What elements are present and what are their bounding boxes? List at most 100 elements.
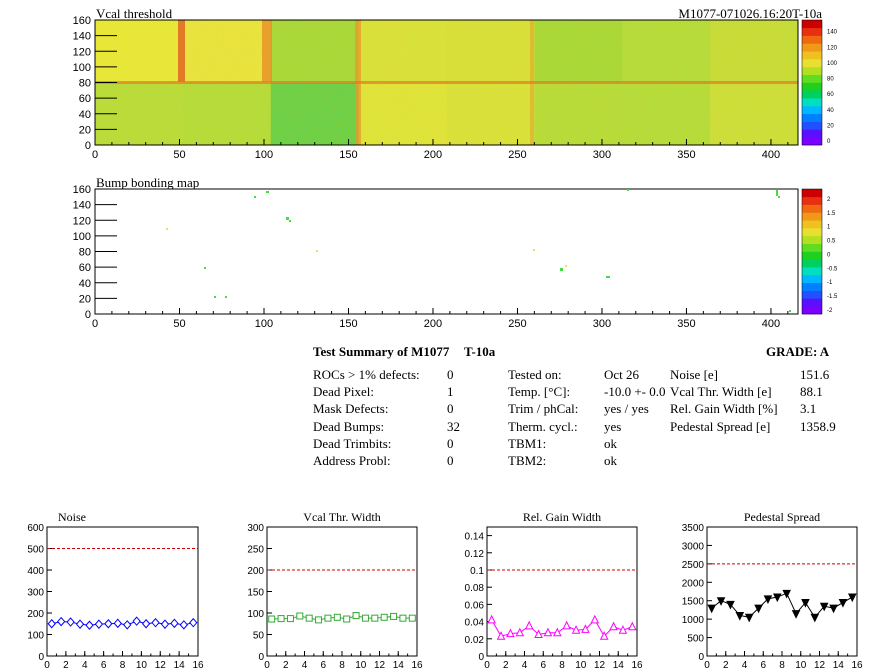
x-tick-label: 350 bbox=[677, 318, 695, 330]
chart-frame bbox=[706, 526, 858, 657]
summary-label: Tested on: bbox=[508, 367, 562, 382]
x-tick-label: 8 bbox=[779, 660, 785, 671]
bump-map-dead-bumps bbox=[166, 189, 791, 312]
summary-label: Therm. cycl.: bbox=[508, 418, 578, 434]
data-point bbox=[571, 625, 581, 634]
summary-value: 88.1 bbox=[800, 384, 823, 400]
x-tick-label: 6 bbox=[540, 660, 546, 671]
x-tick-label: 14 bbox=[393, 660, 405, 671]
x-tick-label: 100 bbox=[255, 149, 273, 161]
palette-swatch bbox=[802, 212, 822, 221]
palette-tick-label: 80 bbox=[827, 77, 834, 83]
x-tick-label: 14 bbox=[613, 660, 625, 671]
x-tick-label: 10 bbox=[795, 660, 807, 671]
y-tick-label: 0.12 bbox=[465, 549, 485, 560]
data-point bbox=[296, 612, 304, 620]
x-tick-label: 50 bbox=[173, 149, 185, 161]
summary-label: Trim / phCal: bbox=[508, 401, 579, 417]
palette-swatch bbox=[802, 306, 822, 315]
summary-value: 1 bbox=[447, 384, 454, 400]
dead-bump bbox=[627, 189, 629, 191]
palette-swatch bbox=[802, 267, 822, 276]
palette-tick-label: 0.5 bbox=[827, 239, 836, 245]
summary-grade: GRADE: A bbox=[766, 344, 830, 359]
y-tick-label: 20 bbox=[79, 293, 91, 305]
y-tick-label: 0.1 bbox=[470, 566, 484, 577]
palette-tick-label: 100 bbox=[827, 61, 838, 67]
data-point bbox=[380, 613, 388, 621]
palette-tick-label: 40 bbox=[827, 108, 834, 114]
vcal-map-seams bbox=[95, 20, 798, 145]
data-point bbox=[170, 618, 179, 629]
series-line bbox=[711, 592, 853, 619]
x-tick-label: 400 bbox=[762, 149, 780, 161]
summary-label: Noise [e] bbox=[670, 367, 719, 382]
chart-title: Noise bbox=[58, 510, 86, 524]
palette-swatch bbox=[802, 189, 822, 198]
y-tick-label: 160 bbox=[73, 15, 91, 27]
data-point bbox=[618, 625, 628, 634]
data-point bbox=[744, 613, 754, 623]
palette-swatch bbox=[802, 259, 822, 268]
y-tick-label: 120 bbox=[73, 46, 91, 58]
small-chart: Vcal Thr. Width 0 2 4 6 8 10 12 14 16 0 50 100 150 200… bbox=[247, 510, 423, 671]
row-seam bbox=[95, 81, 798, 84]
vcal-map-panel: Vcal threshold M1077-071026.16:20T-10a 0… bbox=[73, 6, 838, 161]
data-point bbox=[179, 620, 189, 630]
small-chart: Rel. Gain Width 0 2 4 6 8 10 12 14 16 0 0.02 0.04 0.0… bbox=[465, 510, 643, 671]
x-tick-label: 14 bbox=[833, 660, 845, 671]
x-tick-label: 0 bbox=[44, 660, 50, 671]
data-point bbox=[848, 593, 857, 603]
x-tick-label: 6 bbox=[320, 660, 326, 671]
palette-tick-label: 0 bbox=[827, 139, 831, 145]
summary-value: 0 bbox=[447, 453, 454, 468]
summary-value: 3.1 bbox=[800, 401, 817, 417]
y-tick-label: 0.02 bbox=[465, 635, 485, 646]
data-point bbox=[94, 619, 104, 629]
palette-swatch bbox=[802, 121, 822, 130]
y-tick-label: 50 bbox=[253, 631, 265, 642]
data-point bbox=[75, 619, 85, 629]
summary-value: -10.0 +- 0.0 bbox=[604, 384, 666, 400]
data-point bbox=[496, 631, 506, 640]
summary-value: 151.6 bbox=[800, 367, 830, 382]
data-point bbox=[810, 613, 820, 623]
data-point bbox=[553, 627, 562, 637]
dead-bump bbox=[266, 191, 269, 193]
data-point bbox=[628, 621, 637, 631]
y-tick-label: 100 bbox=[247, 609, 264, 620]
data-point bbox=[590, 614, 600, 624]
x-tick-label: 0 bbox=[484, 660, 490, 671]
y-tick-label: 120 bbox=[73, 215, 91, 227]
hot-column bbox=[178, 20, 185, 82]
summary-title: Test Summary of M1077 bbox=[313, 344, 450, 359]
palette-swatch bbox=[802, 98, 822, 107]
y-tick-label: 1000 bbox=[682, 615, 705, 626]
data-point bbox=[333, 613, 341, 621]
y-tick-label: 0 bbox=[85, 140, 91, 152]
dead-bump bbox=[565, 265, 567, 267]
x-tick-label: 50 bbox=[173, 318, 185, 330]
x-tick-label: 0 bbox=[92, 318, 98, 330]
x-tick-label: 16 bbox=[851, 660, 863, 671]
summary-label: Dead Trimbits: bbox=[313, 435, 392, 451]
data-point bbox=[763, 595, 773, 604]
bump-map-title: Bump bonding map bbox=[96, 175, 199, 190]
data-point bbox=[123, 620, 132, 630]
palette-tick-label: -1 bbox=[827, 280, 833, 286]
data-point bbox=[361, 614, 369, 622]
data-point bbox=[268, 615, 276, 623]
palette-swatch bbox=[802, 82, 822, 91]
summary-value: 32 bbox=[447, 418, 460, 434]
x-tick-label: 12 bbox=[374, 660, 386, 671]
palette-tick-label: 1.5 bbox=[827, 211, 836, 217]
x-tick-label: 300 bbox=[593, 318, 611, 330]
dead-bump bbox=[166, 228, 168, 230]
summary-value: yes bbox=[604, 418, 622, 434]
x-tick-label: 8 bbox=[339, 660, 345, 671]
dead-bump bbox=[286, 217, 289, 220]
palette-tick-label: -2 bbox=[827, 308, 833, 314]
summary-label: ROCs > 1% defects: bbox=[313, 367, 420, 382]
summary-value: ok bbox=[604, 453, 617, 468]
